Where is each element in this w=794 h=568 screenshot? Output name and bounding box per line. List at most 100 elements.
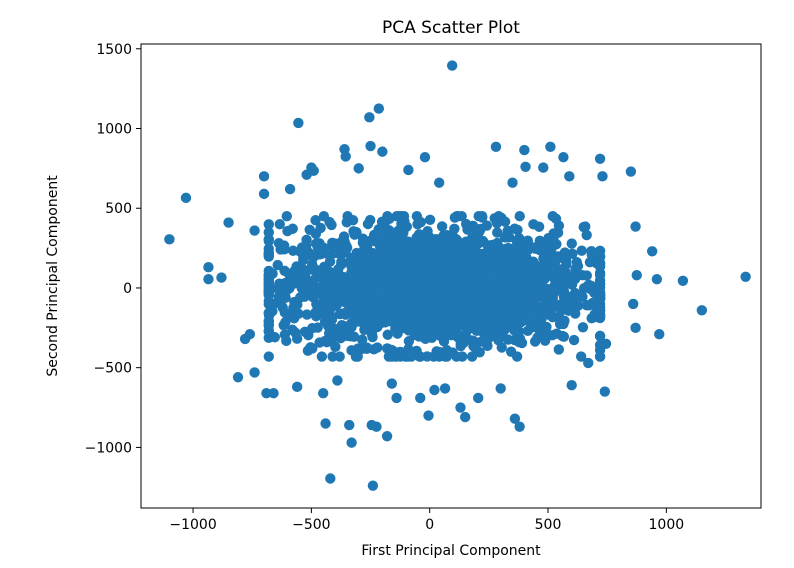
- data-point: [281, 211, 292, 222]
- data-point: [409, 329, 421, 341]
- data-point: [566, 380, 577, 391]
- data-point: [594, 305, 606, 316]
- data-point: [387, 254, 398, 265]
- data-point: [568, 334, 580, 346]
- data-point: [289, 273, 300, 284]
- data-point: [476, 211, 488, 222]
- data-point: [361, 248, 372, 260]
- data-point: [263, 284, 274, 295]
- data-point: [315, 222, 326, 234]
- data-point: [306, 250, 318, 262]
- data-point: [307, 284, 318, 295]
- data-point: [398, 235, 410, 246]
- data-point: [279, 329, 291, 340]
- data-point: [326, 314, 338, 325]
- data-point: [301, 240, 312, 251]
- data-point: [451, 272, 462, 283]
- data-point: [180, 192, 192, 204]
- data-point: [651, 273, 663, 285]
- data-point: [597, 171, 608, 182]
- data-point: [594, 278, 606, 290]
- data-point: [414, 351, 425, 362]
- data-point: [360, 237, 372, 248]
- data-point: [592, 294, 603, 306]
- y-axis-label: Second Principal Component: [45, 175, 61, 377]
- data-point: [223, 217, 234, 228]
- x-tick-label: −500: [292, 517, 330, 533]
- data-point: [319, 335, 331, 347]
- data-point: [493, 331, 505, 342]
- data-point: [489, 291, 500, 302]
- data-point: [263, 271, 274, 283]
- data-point: [404, 349, 415, 360]
- data-point: [203, 273, 214, 285]
- data-point: [377, 146, 388, 157]
- data-point: [473, 392, 484, 404]
- data-point: [594, 259, 606, 271]
- data-point: [340, 247, 351, 258]
- data-point: [506, 272, 517, 283]
- data-point: [521, 261, 532, 272]
- data-point: [516, 282, 528, 293]
- data-point: [499, 232, 511, 243]
- data-point: [434, 281, 445, 293]
- data-point: [419, 152, 431, 163]
- data-point: [513, 336, 525, 348]
- data-point: [507, 177, 518, 188]
- data-point: [559, 247, 571, 258]
- data-point: [418, 229, 429, 241]
- data-point: [516, 316, 527, 328]
- data-point: [493, 211, 504, 222]
- data-point: [391, 347, 402, 358]
- data-point: [258, 171, 270, 182]
- data-point: [526, 310, 537, 321]
- data-point: [263, 235, 274, 247]
- data-point: [486, 271, 497, 283]
- data-point: [374, 312, 385, 323]
- data-point: [379, 218, 390, 230]
- data-point: [436, 252, 448, 263]
- data-point: [630, 221, 641, 232]
- data-point: [282, 225, 293, 237]
- data-point: [291, 381, 303, 393]
- data-point: [398, 227, 409, 239]
- data-point: [258, 188, 270, 200]
- data-point: [460, 411, 471, 423]
- data-point: [525, 288, 536, 299]
- data-point: [287, 245, 299, 256]
- data-point: [249, 225, 260, 236]
- data-point: [438, 336, 450, 347]
- data-point: [263, 351, 274, 362]
- y-tick-label: 1000: [96, 122, 132, 138]
- data-point: [308, 165, 319, 176]
- data-point: [482, 325, 493, 337]
- data-point: [628, 298, 639, 310]
- data-point: [293, 117, 304, 129]
- data-point: [435, 291, 447, 302]
- data-point: [391, 392, 402, 404]
- data-point: [318, 294, 330, 306]
- data-point: [423, 410, 434, 421]
- data-point: [410, 268, 421, 280]
- data-point: [525, 270, 536, 281]
- data-point: [583, 279, 595, 291]
- data-point: [279, 307, 291, 318]
- data-point: [401, 306, 413, 317]
- data-point: [466, 351, 478, 362]
- data-point: [446, 60, 458, 71]
- data-point: [460, 311, 471, 323]
- data-point: [325, 473, 336, 484]
- data-point: [349, 229, 360, 240]
- data-point: [547, 312, 558, 323]
- data-point: [490, 141, 502, 153]
- data-point: [420, 325, 432, 336]
- data-point: [333, 264, 344, 275]
- data-point: [320, 418, 331, 429]
- data-point: [441, 344, 452, 356]
- data-point: [279, 244, 290, 255]
- data-point: [310, 311, 322, 322]
- data-point: [316, 272, 327, 283]
- data-point: [532, 323, 544, 334]
- x-axis-label: First Principal Component: [361, 543, 541, 559]
- data-point: [280, 277, 291, 289]
